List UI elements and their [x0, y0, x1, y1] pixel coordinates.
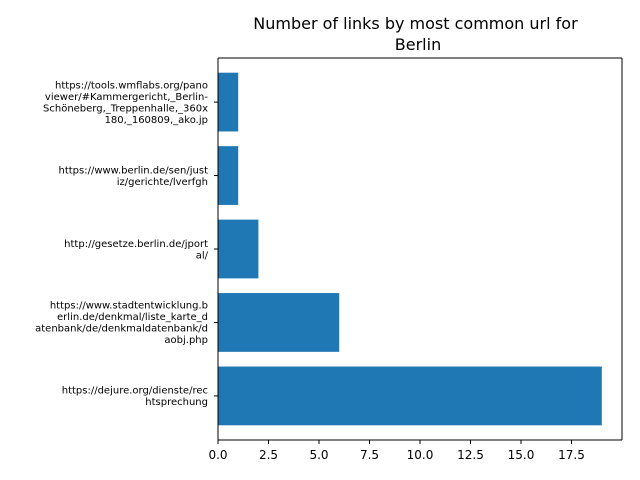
x-tick-label-5: 12.5: [457, 448, 484, 462]
x-axis-ticks: 0.0 2.5 5.0 7.5 10.0 12.5 15.0 17.5: [208, 440, 585, 462]
bar-4: [218, 72, 239, 132]
y-category-label-4: https://tools.wmflabs.org/pano viewer/#Ka…: [43, 80, 208, 126]
y-category-label-2: http://gesetze.berlin.de/jport al/: [64, 239, 208, 262]
bar-2: [218, 219, 259, 279]
y-category-label-line: iz/gerichte/lverfgh: [117, 177, 208, 188]
axes-frame: [217, 57, 623, 441]
y-axis-categories: https://dejure.org/dienste/rec htsprechun…: [35, 80, 218, 408]
y-category-label-line: https://tools.wmflabs.org/pano: [55, 80, 208, 91]
y-category-label-line: Schöneberg,_Treppenhalle,_360x: [43, 103, 208, 114]
chart-title: Number of links by most common url for B…: [253, 14, 582, 54]
bar-0: [218, 366, 602, 426]
bar-1: [218, 293, 340, 352]
y-category-label-line: viewer/#Kammergericht,_Berlin-: [45, 92, 208, 103]
y-category-label-line: http://gesetze.berlin.de/jport: [64, 239, 208, 250]
x-tick-label-2: 5.0: [309, 448, 328, 462]
y-category-label-line: aobj.php: [164, 335, 208, 346]
chart-title-line-1: Number of links by most common url for: [253, 14, 578, 33]
y-category-label-line: https://www.stadtentwicklung.b: [50, 301, 208, 312]
y-category-label-line: htsprechung: [145, 397, 208, 408]
x-tick-label-6: 15.0: [508, 448, 535, 462]
x-tick-label-4: 10.0: [407, 448, 434, 462]
y-category-label-line: erlin.de/denkmal/liste_karte_d: [57, 312, 208, 323]
chart-title-line-2: Berlin: [395, 35, 441, 54]
bars-group: [218, 72, 602, 426]
y-category-label-1: https://www.stadtentwicklung.b erlin.de/d…: [35, 301, 208, 347]
y-category-label-line: https://www.berlin.de/sen/just: [58, 165, 208, 176]
x-tick-label-1: 2.5: [259, 448, 278, 462]
y-category-label-line: https://dejure.org/dienste/rec: [62, 386, 208, 397]
x-tick-label-3: 7.5: [360, 448, 379, 462]
y-category-label-0: https://dejure.org/dienste/rec htsprechun…: [62, 386, 208, 409]
y-category-label-3: https://www.berlin.de/sen/just iz/gericht…: [58, 165, 208, 188]
y-category-label-line: 180,_160809,_ako.jp: [105, 115, 208, 126]
bar-3: [218, 146, 239, 205]
x-tick-label-7: 17.5: [558, 448, 585, 462]
x-tick-label-0: 0.0: [208, 448, 227, 462]
y-category-label-line: al/: [196, 250, 209, 261]
y-category-label-line: atenbank/de/denkmaldatenbank/d: [35, 324, 208, 335]
